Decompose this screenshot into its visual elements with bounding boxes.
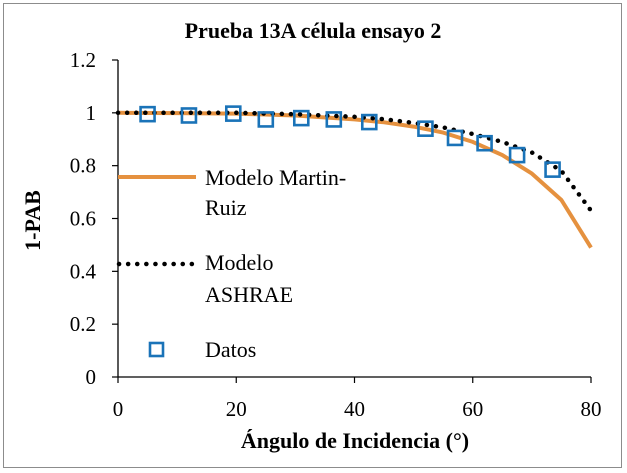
- datos-point: [139, 105, 156, 123]
- legend-martin-ruiz-label-1: Modelo Martin-: [205, 165, 346, 190]
- legend-datos-label: Datos: [205, 337, 256, 362]
- x-tick-label: 0: [113, 397, 124, 421]
- legend: Modelo Martin- Ruiz Modelo ASHRAE Datos: [116, 165, 346, 362]
- datos-point: [292, 109, 310, 127]
- datos-point: [446, 129, 464, 147]
- datos-point: [360, 113, 378, 131]
- series-ashrae-line: [115, 110, 594, 213]
- datos-point: [257, 111, 275, 128]
- legend-martin-ruiz-label-2: Ruiz: [205, 195, 247, 220]
- chart-title: Prueba 13A célula ensayo 2: [185, 18, 442, 43]
- datos-point: [417, 120, 434, 137]
- x-tick-label: 80: [581, 397, 602, 421]
- y-tick-label: 0.6: [70, 207, 96, 231]
- y-axis-label: 1-PAB: [20, 190, 45, 251]
- x-tick-label: 20: [226, 397, 247, 421]
- legend-ashrae-label-1: Modelo: [205, 250, 273, 275]
- datos-point: [224, 105, 242, 122]
- legend-ashrae-label-2: ASHRAE: [205, 282, 293, 307]
- y-tick-label: 0: [86, 365, 97, 389]
- chart-frame: [3, 3, 622, 468]
- legend-datos-marker: [148, 341, 165, 358]
- y-tick-label: 1: [86, 101, 97, 125]
- series-martin-ruiz-line: [117, 110, 593, 249]
- y-axis-ticks: 0 0.2 0.4 0.6 0.8 1 1.2: [70, 48, 118, 389]
- datos-point: [544, 161, 561, 178]
- datos-point: [508, 146, 526, 164]
- x-tick-label: 60: [462, 397, 483, 421]
- datos-point: [325, 111, 343, 128]
- datos-point: [180, 107, 198, 124]
- y-tick-label: 0.8: [70, 154, 96, 178]
- y-tick-label: 1.2: [70, 48, 96, 72]
- series-layer: [115, 105, 594, 249]
- x-axis-label: Ángulo de Incidencia (°): [241, 428, 469, 453]
- y-tick-label: 0.2: [70, 312, 96, 336]
- y-tick-label: 0.4: [70, 259, 97, 283]
- x-axis-ticks: 0 20 40 60 80: [113, 377, 602, 421]
- datos-point: [476, 134, 493, 152]
- x-tick-label: 40: [344, 397, 365, 421]
